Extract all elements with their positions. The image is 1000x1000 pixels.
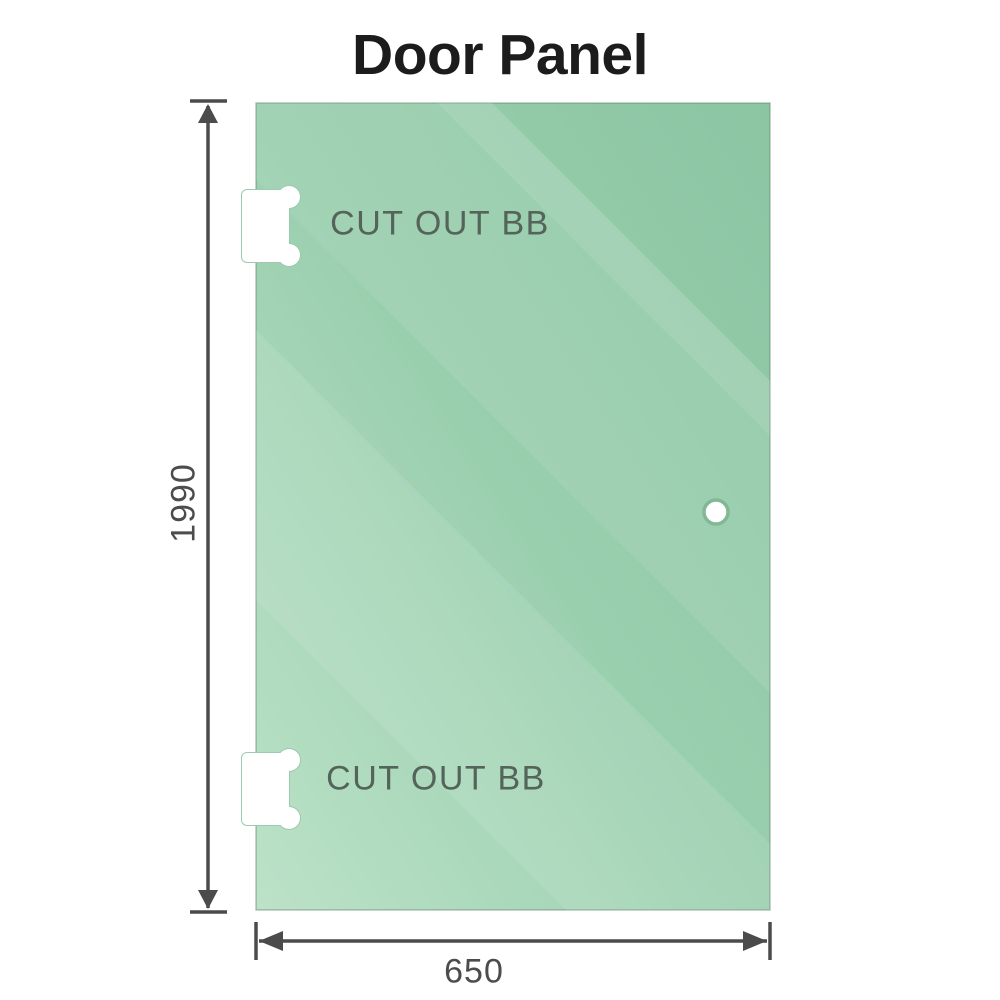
shine-stripe [256,103,770,693]
shine-stripe [437,103,770,436]
arrow-left-icon [259,931,283,951]
width-dimension-value: 650 [444,952,504,991]
cutout-label-top: CUT OUT BB [330,204,550,243]
hinge-cutout-top [241,185,301,267]
height-dimension-value: 1990 [164,463,203,543]
shine-stripe [256,330,770,910]
cutout-label-bottom: CUT OUT BB [326,759,546,798]
glass-shine-stripes [256,103,770,910]
arrow-up-icon [198,104,218,123]
glass-panel [255,102,771,911]
height-dimension-line [190,99,227,914]
arrow-down-icon [198,890,218,909]
handle-hole [702,498,730,526]
arrow-right-icon [743,931,767,951]
page-title: Door Panel [352,23,648,87]
width-dimension-line [254,922,772,960]
hinge-cutout-bottom [241,748,301,830]
